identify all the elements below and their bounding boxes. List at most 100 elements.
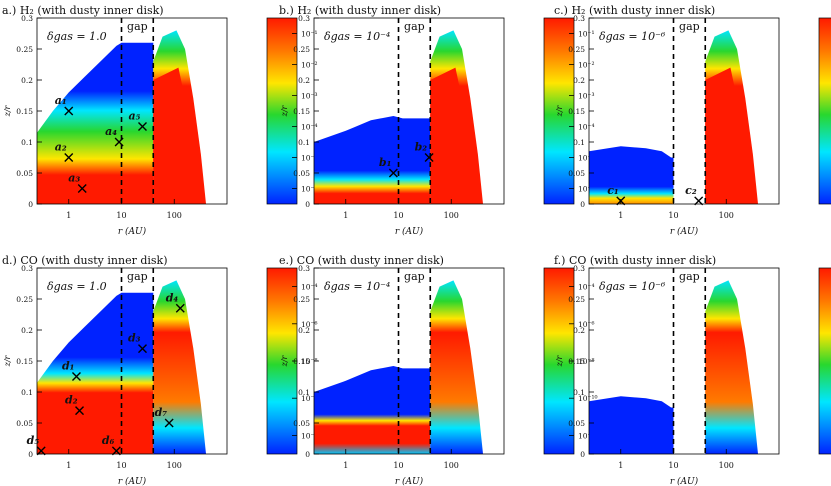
marker-label: a₃ — [68, 172, 80, 185]
y-tick-label: 0 — [28, 200, 33, 209]
colorbar-tick-label: 10⁻⁸ — [301, 357, 318, 366]
y-tick-label: 0.2 — [298, 326, 310, 335]
y-tick-label: 0.2 — [21, 326, 33, 335]
x-axis-label: r (AU) — [395, 226, 424, 237]
y-axis-label: z/r — [280, 354, 289, 367]
marker-x — [36, 446, 46, 456]
gap-label: gap — [679, 20, 700, 33]
chart-panel-5: gap 1 10 100 r (AU) 0 0.05 0.1 0.15 0.2 0.25 0.3 z/r… — [279, 254, 598, 486]
y-tick-label: 0 — [305, 450, 310, 459]
x-axis-label: r (AU) — [670, 476, 699, 486]
panel-title: f.) CO (with dusty inner disk) — [554, 254, 716, 267]
marker-x — [64, 106, 74, 116]
gap-label: gap — [404, 20, 425, 33]
marker-label: a₅ — [129, 110, 141, 123]
marker-x — [71, 372, 81, 381]
y-tick-label: 0.05 — [568, 169, 585, 178]
panel-title: b.) H₂ (with dusty inner disk) — [279, 4, 441, 17]
x-tick-label: 1 — [66, 461, 71, 470]
x-tick-label: 100 — [719, 211, 734, 220]
marker-x — [388, 168, 398, 178]
marker-label: d₇ — [155, 406, 168, 419]
x-tick-label: 1 — [66, 211, 71, 220]
y-tick-label: 0.1 — [21, 388, 33, 397]
delta-gas-annotation: δgas = 10⁻⁴ — [324, 30, 390, 43]
y-tick-label: 0.1 — [21, 138, 33, 147]
inner-disk-region — [589, 396, 674, 454]
y-tick-label: 0.3 — [573, 264, 585, 273]
x-tick-label: 1 — [343, 211, 348, 220]
x-tick-label: 10 — [393, 211, 403, 220]
x-tick-label: 10 — [668, 461, 678, 470]
colorbar-tick-label: 10⁻⁶ — [578, 320, 595, 329]
chart-panel-1: gap 1 10 100 r (AU) 0 0.05 0.1 0.15 0.2 0.25 0.3 z/r… — [2, 4, 318, 237]
y-tick-label: 0.25 — [16, 45, 33, 54]
marker-label: a₂ — [55, 141, 67, 154]
y-tick-label: 0.05 — [16, 169, 33, 178]
marker-x — [114, 137, 124, 147]
y-tick-label: 0.05 — [16, 419, 33, 428]
y-tick-label: 0 — [580, 200, 585, 209]
colorbar-tick-label: 10⁻⁶ — [578, 185, 595, 194]
y-tick-label: 0.1 — [298, 138, 310, 147]
y-tick-label: 0.3 — [298, 264, 310, 273]
marker-x — [175, 303, 185, 313]
colorbar — [266, 17, 298, 205]
y-tick-label: 0.15 — [568, 107, 585, 116]
x-tick-label: 1 — [618, 461, 623, 470]
outer-disk-region — [705, 280, 759, 454]
colorbar-tick-label: 10⁻³ — [578, 92, 595, 101]
y-tick-label: 0.2 — [298, 76, 310, 85]
y-tick-label: 0.05 — [568, 419, 585, 428]
gap-label: gap — [127, 270, 148, 283]
y-tick-label: 0.25 — [293, 295, 310, 304]
outer-disk-core — [153, 67, 205, 204]
colorbar-tick-label: 10⁻⁵ — [578, 154, 595, 163]
marker-label: a₄ — [105, 125, 117, 138]
outer-disk-core — [430, 67, 482, 204]
marker-x — [64, 153, 74, 162]
marker-x — [424, 153, 434, 162]
marker-label: d₆ — [102, 434, 115, 447]
colorbar-tick-label: 10⁻⁶ — [301, 320, 318, 329]
marker-x — [111, 446, 121, 456]
colorbar-tick-label: 10⁻² — [301, 61, 318, 70]
delta-gas-annotation: δgas = 1.0 — [47, 30, 107, 43]
chart-panel-2: gap 1 10 100 r (AU) 0 0.05 0.1 0.15 0.2 0.25 0.3 z/r… — [279, 4, 595, 237]
panel-title: e.) CO (with dusty inner disk) — [279, 254, 444, 267]
marker-x — [75, 406, 85, 416]
inner-disk-region — [589, 146, 674, 204]
colorbar-tick-label: 10⁻³ — [301, 92, 318, 101]
y-tick-label: 0.15 — [16, 357, 33, 366]
x-tick-label: 100 — [719, 461, 734, 470]
y-tick-label: 0.05 — [293, 419, 310, 428]
y-tick-label: 0.2 — [573, 326, 585, 335]
colorbar-tick-label: 10⁻¹ — [578, 30, 595, 39]
x-tick-label: 100 — [444, 211, 459, 220]
y-tick-label: 0.05 — [293, 169, 310, 178]
chart-panel-3: gap 1 10 100 r (AU) 0 0.05 0.1 0.15 0.2 0.25 0.3 z/r… — [554, 4, 831, 237]
colorbar-tick-label: 10⁻¹ — [301, 30, 318, 39]
x-tick-label: 100 — [444, 461, 459, 470]
marker-x — [138, 122, 147, 131]
delta-gas-annotation: δgas = 10⁻⁶ — [599, 280, 666, 293]
gap-label: gap — [404, 270, 425, 283]
panel-title: a.) H₂ (with dusty inner disk) — [2, 4, 164, 17]
y-tick-label: 0.25 — [293, 45, 310, 54]
inner-disk-region — [314, 366, 431, 454]
delta-gas-annotation: δgas = 10⁻⁶ — [599, 30, 666, 43]
colorbar — [543, 17, 575, 205]
y-tick-label: 0.1 — [573, 138, 585, 147]
x-tick-label: 1 — [618, 211, 623, 220]
marker-x — [138, 344, 147, 354]
y-tick-label: 0.3 — [298, 14, 310, 23]
inner-disk-region — [37, 292, 154, 454]
y-tick-label: 0.15 — [16, 107, 33, 116]
y-tick-label: 0.3 — [573, 14, 585, 23]
marker-label: c₁ — [607, 184, 619, 197]
y-tick-label: 0.25 — [16, 295, 33, 304]
marker-label: b₁ — [379, 156, 392, 169]
colorbar-tick-label: 10⁻⁵ — [301, 154, 318, 163]
x-axis-label: r (AU) — [670, 226, 699, 237]
marker-x — [694, 196, 704, 206]
